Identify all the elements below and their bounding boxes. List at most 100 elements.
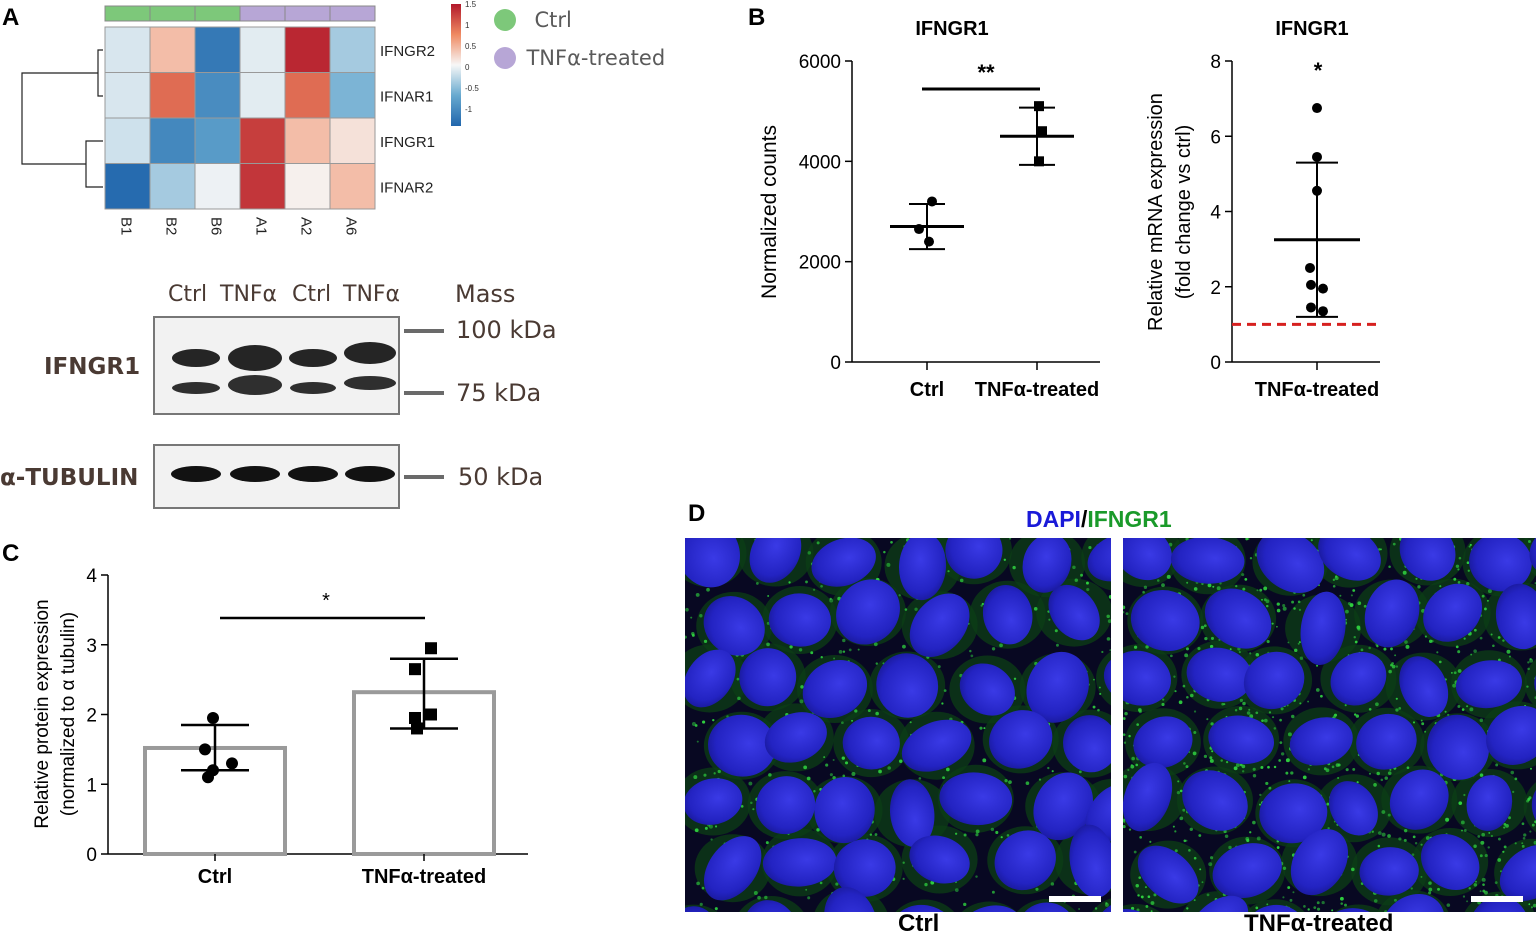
ifngr1-puncta — [1420, 843, 1423, 846]
ifngr1-puncta — [1490, 633, 1493, 636]
ifngr1-puncta — [1473, 883, 1478, 887]
ifngr1-puncta — [1136, 723, 1139, 726]
data-point — [226, 757, 238, 770]
ifngr1-puncta — [1387, 771, 1392, 775]
ifngr1-puncta — [1288, 780, 1291, 783]
ifngr1-puncta — [857, 648, 860, 651]
nucleus — [1026, 651, 1089, 723]
ifngr1-puncta — [1225, 760, 1229, 764]
ifngr1-puncta — [1072, 565, 1076, 570]
ifngr1-puncta — [1249, 557, 1253, 560]
ifngr1-puncta — [1363, 604, 1367, 608]
ifngr1-puncta — [1255, 652, 1260, 657]
ifngr1-puncta — [1172, 825, 1175, 828]
ifngr1-puncta — [1307, 700, 1310, 703]
legend-ctrl-label: Ctrl — [534, 8, 572, 32]
ifngr1-puncta — [1326, 802, 1330, 806]
ifngr1-puncta — [854, 709, 858, 713]
ifngr1-puncta — [1514, 842, 1517, 845]
ifngr1-puncta — [1436, 651, 1439, 654]
cytoplasm — [1523, 782, 1536, 833]
ifngr1-puncta — [696, 740, 699, 743]
ifngr1-puncta — [1360, 648, 1364, 652]
ifngr1-puncta — [1174, 849, 1178, 853]
nucleus — [685, 778, 743, 825]
y-tick-label: 0 — [86, 845, 97, 866]
y-tick-label: 6000 — [799, 52, 841, 73]
ifngr1-puncta — [1393, 898, 1397, 902]
blot-band-lower — [228, 375, 282, 395]
ifngr1-puncta — [1189, 693, 1194, 698]
ifngr1-puncta — [1444, 710, 1447, 713]
ifngr1-puncta — [803, 765, 808, 770]
nucleus — [1243, 651, 1305, 710]
nucleus — [1033, 772, 1094, 841]
ifngr1-puncta — [1470, 653, 1473, 656]
y-tick-label: 0 — [830, 353, 841, 374]
ifngr1-puncta — [1462, 895, 1466, 898]
ifngr1-puncta — [1285, 758, 1290, 763]
ifngr1-puncta — [820, 584, 823, 588]
ifngr1-puncta — [1099, 692, 1102, 695]
ifngr1-puncta — [1451, 671, 1453, 674]
ifngr1-puncta — [807, 551, 812, 555]
ifngr1-puncta — [1189, 827, 1193, 832]
ifngr1-puncta — [1223, 703, 1226, 706]
nucleus — [802, 660, 868, 719]
ifngr1-puncta — [1276, 608, 1281, 613]
nucleus — [814, 777, 875, 844]
ifngr1-puncta — [1502, 639, 1505, 642]
ifngr1-puncta — [1521, 842, 1524, 845]
ifngr1-puncta — [848, 648, 852, 652]
y-tick-label: 8 — [1210, 52, 1221, 73]
ifngr1-puncta — [805, 580, 808, 584]
nucleus — [1170, 538, 1245, 584]
ifngr1-puncta — [918, 777, 922, 780]
heatmap-cell-IFNAR1-B2 — [149, 72, 196, 119]
ifngr1-puncta — [1475, 880, 1477, 883]
ifngr1-puncta — [1298, 608, 1302, 612]
ifngr1-puncta — [832, 759, 835, 762]
ifngr1-puncta — [1241, 573, 1245, 577]
ifngr1-puncta — [1048, 618, 1051, 621]
ifngr1-puncta — [1297, 642, 1300, 645]
microscopy-title-dapi: DAPI — [1026, 506, 1081, 532]
ifngr1-puncta — [1273, 765, 1277, 769]
nucleus — [994, 830, 1056, 891]
heatmap-scale-tick: -1 — [465, 105, 473, 114]
ifngr1-puncta — [1480, 840, 1485, 845]
ifngr1-puncta — [1054, 629, 1058, 633]
nucleus — [833, 839, 896, 897]
ifngr1-puncta — [1210, 856, 1214, 860]
nucleus — [1466, 775, 1513, 831]
nucleus — [959, 663, 1015, 716]
heatmap-scale-tick: 1.5 — [465, 0, 477, 9]
ifngr1-puncta — [1495, 763, 1499, 767]
heatmap-row-label: IFNAR2 — [380, 179, 433, 196]
ifngr1-puncta — [1094, 907, 1098, 910]
nucleus — [811, 538, 876, 587]
ifngr1-puncta — [1349, 603, 1354, 608]
x-tick-label: Ctrl — [198, 866, 232, 888]
ifngr1-puncta — [1198, 834, 1202, 837]
nucleus — [708, 714, 776, 777]
ifngr1-puncta — [1381, 832, 1386, 837]
annotation-A6 — [329, 5, 376, 22]
heatmap-cell-IFNAR2-B1 — [104, 163, 151, 210]
heatmap-cell-IFNAR2-A6 — [329, 163, 376, 210]
ifngr1-puncta — [1193, 730, 1197, 734]
nucleus — [762, 838, 837, 887]
heatmap-col-label: A2 — [298, 217, 315, 235]
ifngr1-puncta — [1332, 578, 1336, 581]
ifngr1-puncta — [713, 772, 716, 775]
ifngr1-puncta — [1137, 894, 1140, 897]
nucleus — [1300, 591, 1346, 666]
ifngr1-puncta — [975, 833, 979, 837]
ifngr1-puncta — [766, 621, 770, 625]
ifngr1-puncta — [1508, 816, 1511, 820]
microscopy-title: DAPI/IFNGR1 — [1026, 506, 1172, 533]
ifngr1-puncta — [909, 721, 912, 724]
ifngr1-puncta — [1529, 658, 1534, 663]
ifngr1-puncta — [1179, 789, 1183, 793]
nucleus — [1499, 844, 1536, 901]
